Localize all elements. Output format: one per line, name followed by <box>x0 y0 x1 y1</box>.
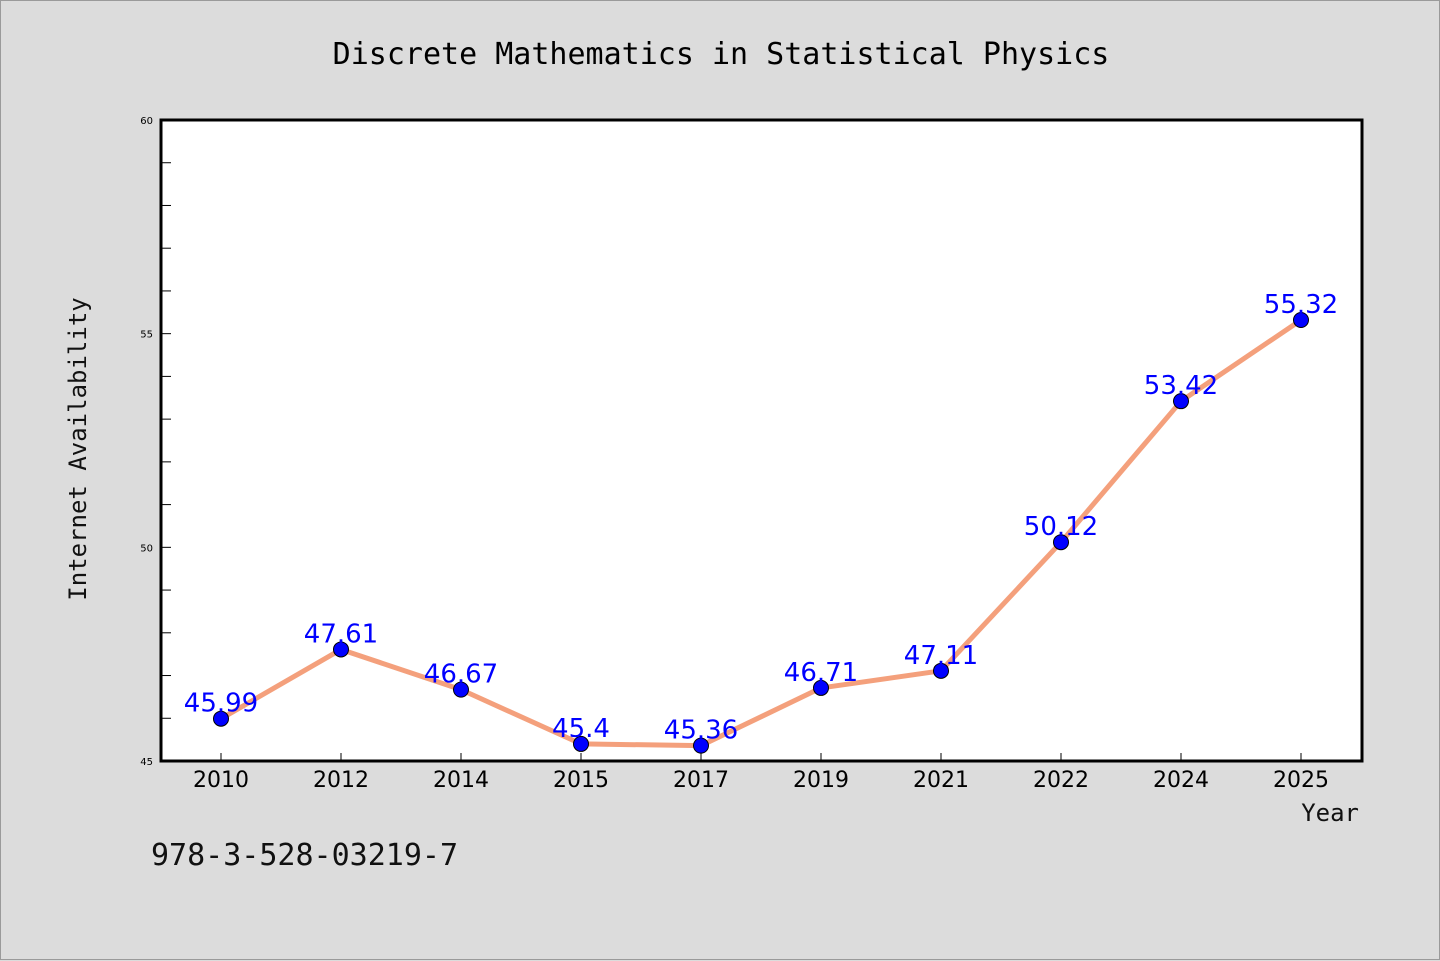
x-tick-label: 2014 <box>433 768 489 793</box>
data-label: 55.32 <box>1264 290 1338 320</box>
x-tick-label: 2021 <box>913 768 969 793</box>
x-tick-label: 2019 <box>793 768 849 793</box>
data-point <box>213 710 229 727</box>
data-point <box>933 662 949 679</box>
y-tick-label: 55 <box>140 330 153 341</box>
data-label: 45.36 <box>664 716 738 746</box>
isbn-footnote: 978-3-528-03219-7 <box>151 838 458 873</box>
series-layer: 45.99 47.61 46.67 45.4 45.36 46.71 47.11 50.12 5… <box>184 290 1338 754</box>
data-point <box>453 681 469 698</box>
data-point <box>1173 393 1189 410</box>
y-tick-label: 45 <box>140 757 153 768</box>
x-tick-label: 2017 <box>673 768 729 793</box>
x-tick-label: 2022 <box>1033 768 1089 793</box>
data-point <box>333 641 349 658</box>
plot-area <box>159 118 1364 763</box>
x-tick-label: 2010 <box>193 768 249 793</box>
x-tick-label: 2025 <box>1273 768 1329 793</box>
data-label: 45.99 <box>184 689 258 719</box>
data-point <box>1053 534 1069 551</box>
y-axis-label: Internet Availability <box>64 297 92 600</box>
data-label: 50.12 <box>1024 512 1098 542</box>
data-label: 46.71 <box>784 658 858 688</box>
x-tick-label: 2012 <box>313 768 369 793</box>
data-label: 53.42 <box>1144 371 1218 401</box>
data-point <box>693 737 709 754</box>
data-label: 47.11 <box>904 641 978 671</box>
data-label: 46.67 <box>424 660 498 690</box>
y-tick-label: 50 <box>140 543 153 554</box>
x-axis: 2010 2012 2014 2015 2017 2019 2021 2022 2024 2025 <box>193 753 1329 793</box>
data-point <box>573 735 589 752</box>
y-tick-label: 60 <box>140 116 153 127</box>
x-axis-label: Year <box>1301 799 1359 827</box>
y-axis: 45 50 55 60 <box>140 116 171 768</box>
data-point <box>1293 311 1309 328</box>
data-label: 45.4 <box>552 714 610 744</box>
x-tick-label: 2024 <box>1153 768 1209 793</box>
chart-title: Discrete Mathematics in Statistical Phys… <box>333 37 1110 72</box>
data-point <box>813 679 829 696</box>
data-label: 47.61 <box>304 619 378 649</box>
x-tick-label: 2015 <box>553 768 609 793</box>
series-line <box>218 317 1304 749</box>
